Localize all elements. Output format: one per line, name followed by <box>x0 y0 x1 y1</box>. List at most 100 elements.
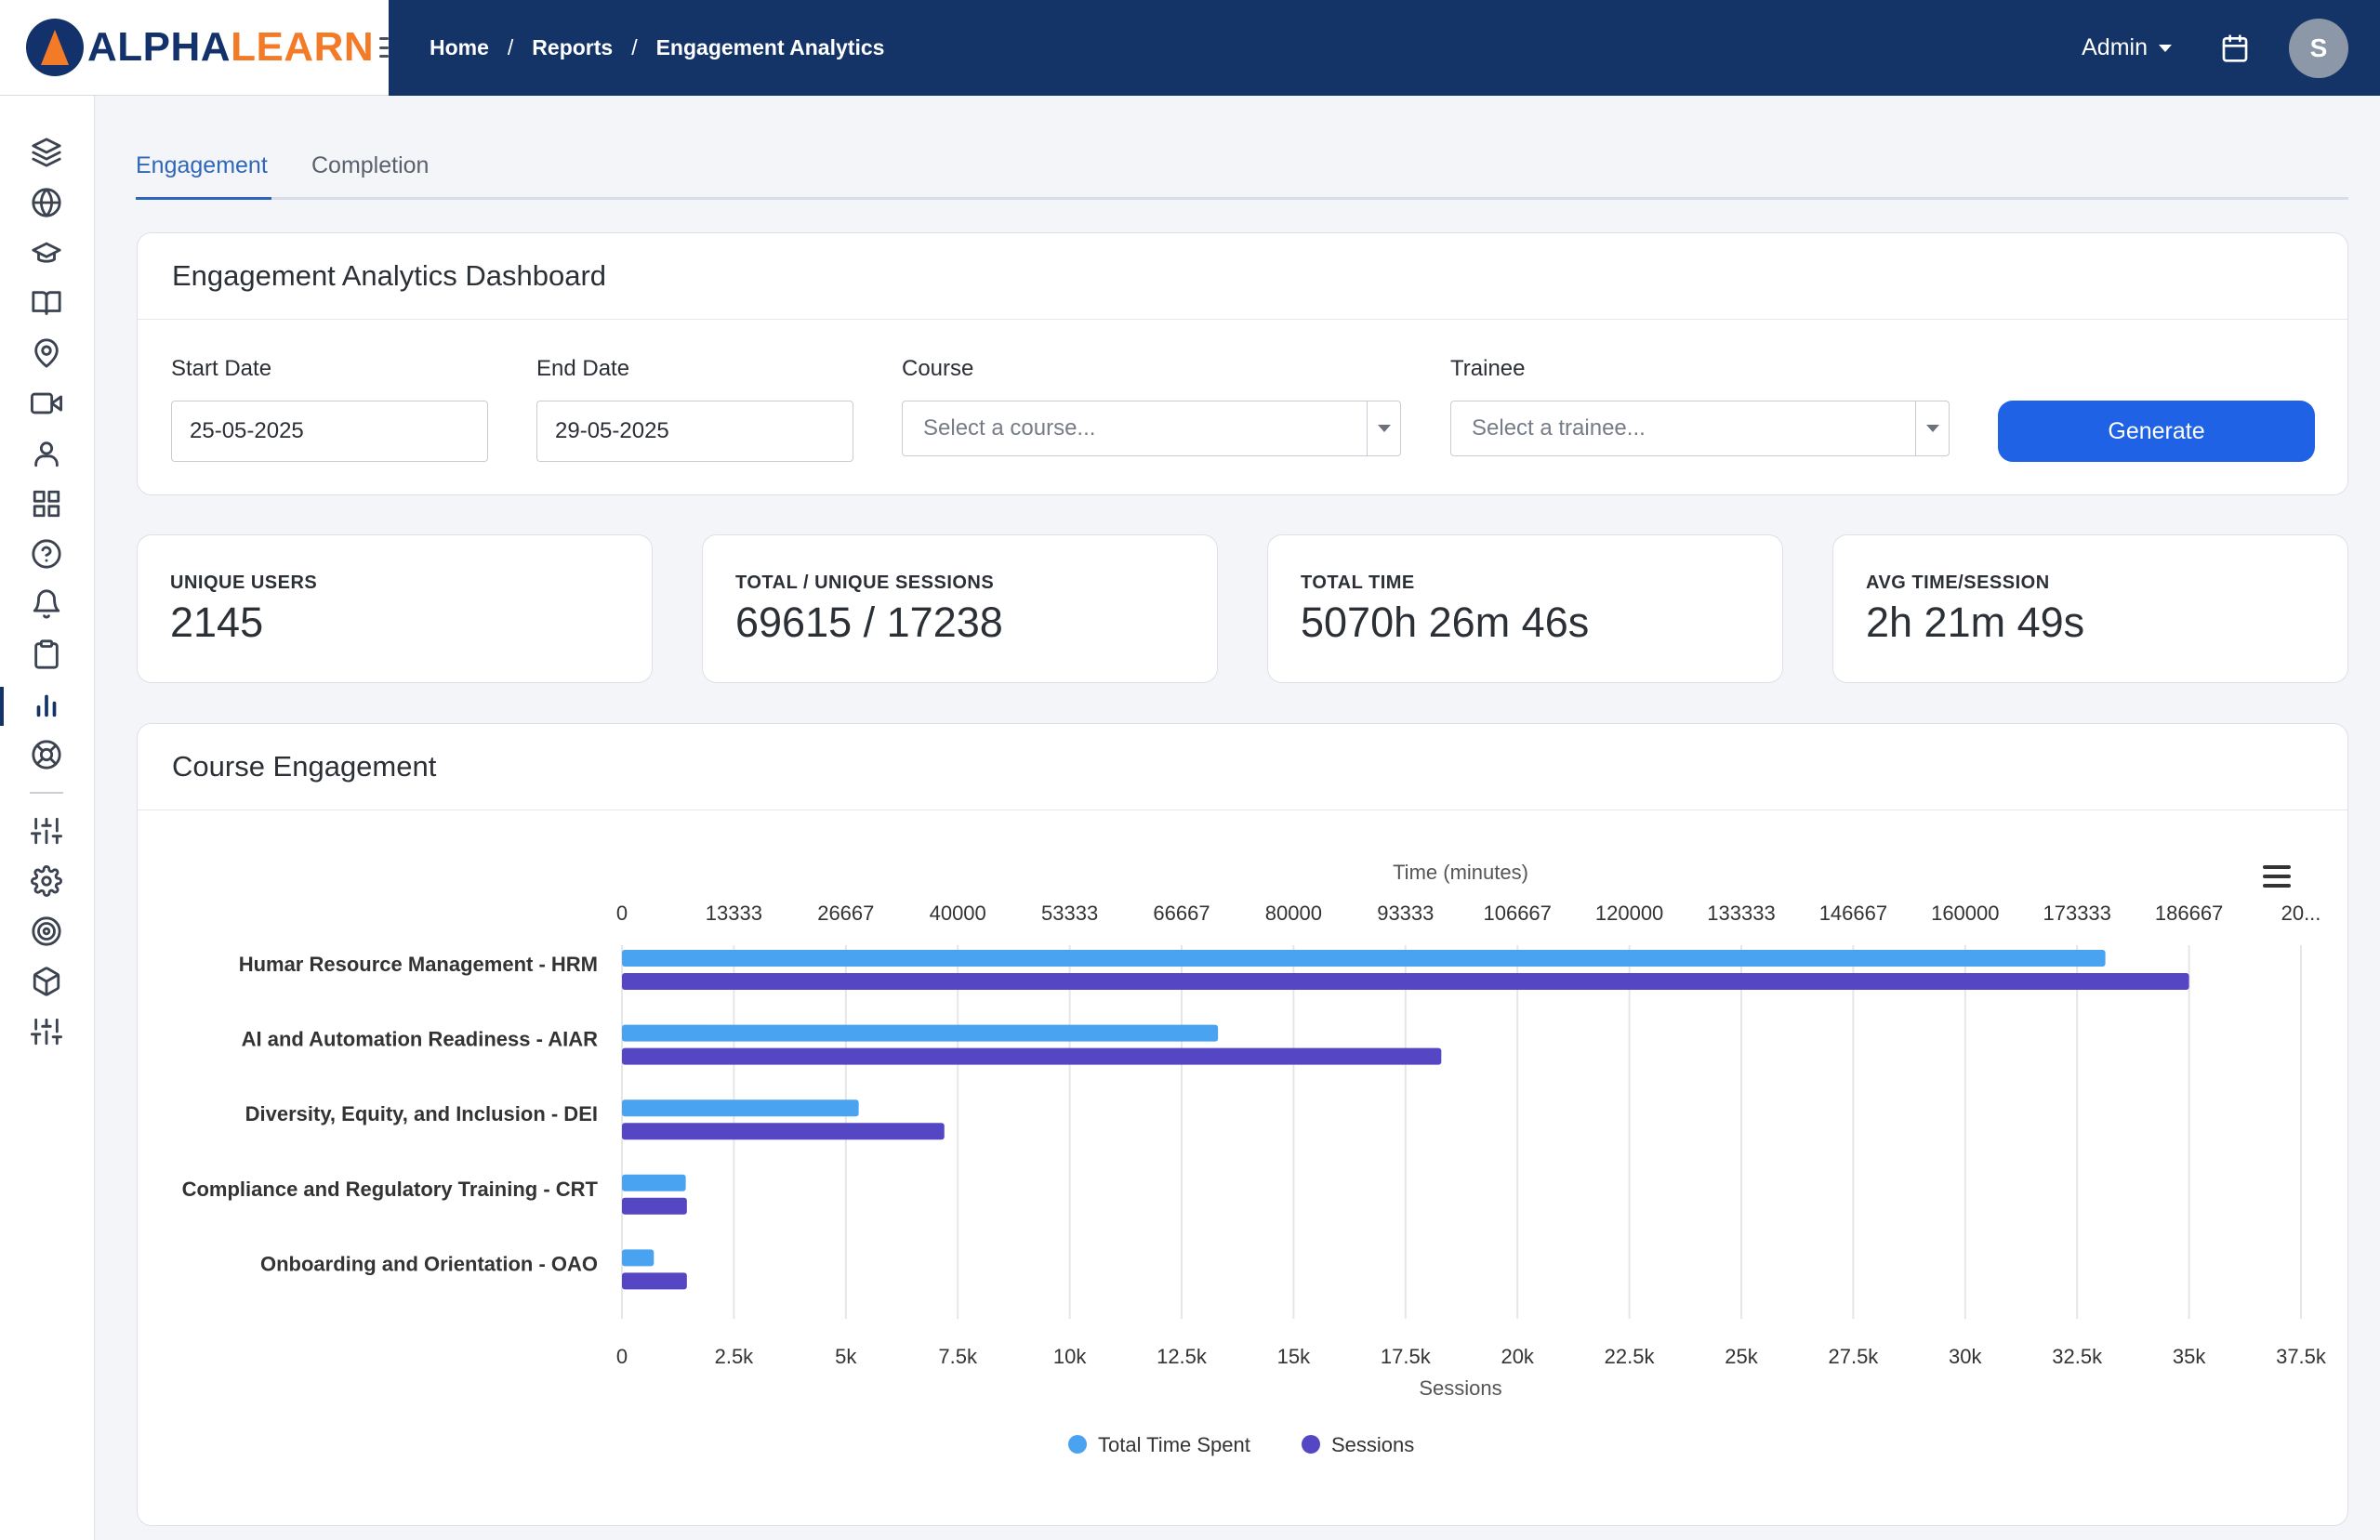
bar-total-time <box>622 1249 654 1267</box>
map-pin-icon[interactable] <box>28 335 65 372</box>
bar-total-time <box>622 1099 859 1117</box>
bottom-axis-tick: 25k <box>1725 1345 1758 1368</box>
trainee-select[interactable]: Select a trainee... <box>1450 401 1950 456</box>
avatar[interactable]: S <box>2289 18 2348 78</box>
globe-icon[interactable] <box>28 184 65 221</box>
target-icon[interactable] <box>28 913 65 950</box>
end-date-label: End Date <box>536 356 630 381</box>
sliders-icon[interactable] <box>28 812 65 849</box>
top-axis-tick: 160000 <box>1931 902 1999 925</box>
calendar-icon[interactable] <box>2220 33 2250 63</box>
bottom-axis-tick: 0 <box>616 1345 628 1368</box>
top-axis-tick: 0 <box>616 902 628 925</box>
layers-icon[interactable] <box>28 134 65 171</box>
top-axis-tick: 120000 <box>1595 902 1663 925</box>
course-engagement-title: Course Engagement <box>138 724 2347 810</box>
bar-total-time <box>622 1174 686 1191</box>
end-date-input[interactable] <box>536 401 853 462</box>
filter-card-title: Engagement Analytics Dashboard <box>138 233 2347 320</box>
tab-engagement-label: Engagement <box>136 152 268 178</box>
breadcrumb-separator: / <box>631 35 638 59</box>
user-icon[interactable] <box>28 435 65 472</box>
bottom-axis-tick: 17.5k <box>1381 1345 1432 1368</box>
legend-label: Total Time Spent <box>1098 1433 1250 1456</box>
bar-total-time <box>622 950 2106 967</box>
stat-label: AVG TIME/SESSION <box>1866 573 2050 593</box>
bottom-axis-tick: 35k <box>2173 1345 2206 1368</box>
stat-card-avg-time: AVG TIME/SESSION 2h 21m 49s <box>1832 534 2348 683</box>
breadcrumb-current: Engagement Analytics <box>655 35 885 59</box>
gear-icon[interactable] <box>28 862 65 900</box>
top-axis-tick: 66667 <box>1153 902 1210 925</box>
stat-value: 2145 <box>170 599 264 646</box>
top-axis-tick: 146667 <box>1819 902 1887 925</box>
start-date-input[interactable] <box>171 401 488 462</box>
tab-completion[interactable]: Completion <box>311 152 429 179</box>
clipboard-icon[interactable] <box>28 636 65 673</box>
logo-area: ALPHALEARN <box>0 0 389 96</box>
trainee-label: Trainee <box>1450 356 1526 381</box>
category-label: Diversity, Equity, and Inclusion - DEI <box>245 1102 598 1125</box>
bar-sessions <box>622 1197 687 1215</box>
breadcrumb-reports[interactable]: Reports <box>532 35 614 59</box>
active-indicator <box>0 687 4 726</box>
legend-marker <box>1068 1435 1087 1454</box>
stat-card-sessions: TOTAL / UNIQUE SESSIONS 69615 / 17238 <box>702 534 1218 683</box>
top-axis-title: Time (minutes) <box>1393 861 1528 884</box>
bottom-axis-tick: 7.5k <box>938 1345 978 1368</box>
chevron-down-icon <box>1367 401 1400 455</box>
top-axis-tick: 40000 <box>930 902 986 925</box>
stat-label: TOTAL TIME <box>1301 573 1415 593</box>
lifebuoy-icon[interactable] <box>28 736 65 773</box>
top-axis-tick: 186667 <box>2155 902 2223 925</box>
course-engagement-chart: Time (minutes) 0 13333 26667 40000 53333 66667… <box>182 861 2327 1456</box>
top-axis-tick: 106667 <box>1483 902 1551 925</box>
logo-icon <box>26 19 84 76</box>
breadcrumb-home[interactable]: Home <box>430 35 489 59</box>
chart-menu-icon[interactable] <box>2263 865 2291 888</box>
user-menu-label: Admin <box>2082 34 2148 60</box>
bottom-axis-tick: 22.5k <box>1605 1345 1656 1368</box>
breadcrumb: Home / Reports / Engagement Analytics <box>430 35 884 60</box>
bottom-axis-tick: 27.5k <box>1828 1345 1879 1368</box>
menu-toggle-icon[interactable] <box>379 37 389 58</box>
sliders-icon[interactable] <box>28 1013 65 1050</box>
bar-sessions <box>622 973 2189 990</box>
box-icon[interactable] <box>28 963 65 1000</box>
stat-label: TOTAL / UNIQUE SESSIONS <box>735 573 995 593</box>
course-select[interactable]: Select a course... <box>902 401 1401 456</box>
legend-marker <box>1302 1435 1320 1454</box>
category-label: AI and Automation Readiness - AIAR <box>242 1028 599 1051</box>
bell-icon[interactable] <box>28 586 65 623</box>
bottom-axis-tick: 30k <box>1949 1345 1982 1368</box>
sidebar-divider <box>30 792 63 794</box>
bottom-axis-tick: 2.5k <box>715 1345 755 1368</box>
top-axis-tick: 93333 <box>1377 902 1434 925</box>
bottom-axis-tick: 5k <box>835 1345 857 1368</box>
stat-card-total-time: TOTAL TIME 5070h 26m 46s <box>1267 534 1783 683</box>
tab-engagement[interactable]: Engagement <box>136 152 268 179</box>
top-bar: Home / Reports / Engagement Analytics Ad… <box>389 0 2380 96</box>
active-tab-underline <box>136 197 271 200</box>
course-select-placeholder: Select a course... <box>923 415 1096 441</box>
legend-label: Sessions <box>1331 1433 1414 1456</box>
help-circle-icon[interactable] <box>28 535 65 573</box>
user-menu-dropdown[interactable]: Admin <box>2082 34 2172 61</box>
bottom-axis-tick: 20k <box>1501 1345 1534 1368</box>
category-label: Compliance and Regulatory Training - CRT <box>182 1178 599 1201</box>
bottom-axis-tick: 12.5k <box>1157 1345 1208 1368</box>
caret-down-icon <box>2159 44 2172 52</box>
video-icon[interactable] <box>28 385 65 422</box>
generate-button[interactable]: Generate <box>1998 401 2315 462</box>
start-date-label: Start Date <box>171 356 272 381</box>
graduation-cap-icon[interactable] <box>28 234 65 271</box>
bottom-axis-tick: 10k <box>1053 1345 1087 1368</box>
bar-total-time <box>622 1024 1219 1042</box>
book-icon[interactable] <box>28 284 65 322</box>
bar-chart-icon[interactable] <box>28 686 65 723</box>
grid-icon[interactable] <box>28 485 65 522</box>
top-axis-tick: 80000 <box>1265 902 1322 925</box>
stat-value: 5070h 26m 46s <box>1301 599 1590 646</box>
top-axis-tick: 26667 <box>817 902 874 925</box>
tab-completion-label: Completion <box>311 152 430 178</box>
